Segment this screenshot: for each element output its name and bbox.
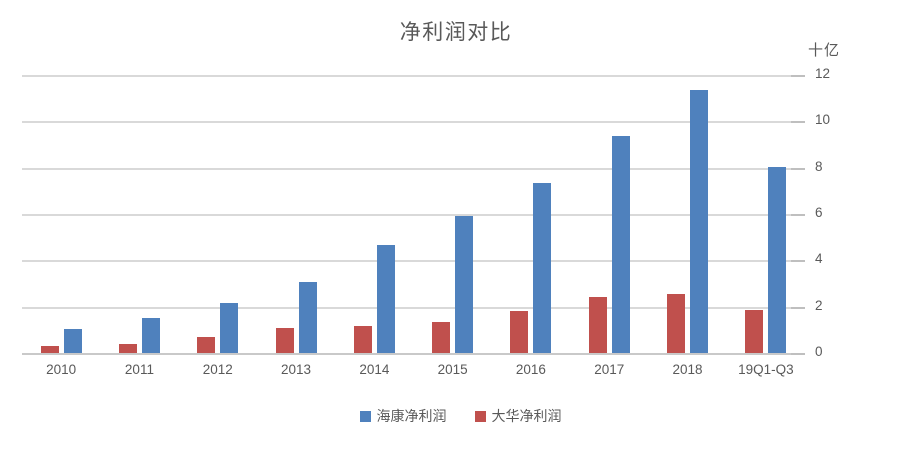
x-axis-label: 2010: [46, 362, 77, 377]
bar-haikang-2015: [455, 216, 474, 353]
bar-dahua-2016: [510, 311, 529, 353]
legend-item-dahua: 大华净利润: [474, 406, 562, 426]
haikang-legend-swatch: [359, 410, 371, 422]
bar-dahua-2011: [118, 343, 137, 353]
x-axis-label: 2013: [281, 362, 312, 377]
bar-dahua-2014: [353, 326, 372, 353]
y-tick-mark: [791, 121, 805, 124]
y-axis-label: 8: [815, 158, 823, 174]
x-axis-label: 2012: [202, 362, 233, 377]
y-axis-unit-label: 十亿: [808, 42, 841, 59]
y-tick-mark: [791, 214, 805, 216]
bar-haikang-2013: [298, 282, 317, 353]
bar-dahua-2017: [588, 297, 607, 353]
x-axis-label: 2015: [437, 362, 468, 377]
x-axis-label: 2018: [672, 362, 703, 377]
bar-dahua-2012: [197, 336, 216, 353]
gridline: [22, 260, 805, 263]
bar-haikang-2017: [611, 136, 630, 353]
bar-haikang-2016: [533, 182, 552, 353]
gridline: [22, 306, 805, 309]
bar-haikang-2014: [376, 245, 395, 353]
bar-dahua-2010: [40, 346, 59, 353]
y-axis-label: 0: [815, 344, 823, 359]
y-tick-mark: [791, 260, 805, 263]
x-axis-label: 19Q1-Q3: [738, 362, 794, 377]
bar-dahua-19q1-q3: [745, 310, 764, 353]
x-axis-label: 2017: [594, 362, 625, 377]
gridline: [22, 167, 805, 170]
bar-dahua-2018: [667, 293, 686, 353]
x-axis-label: 2011: [124, 362, 154, 377]
y-axis-label: 4: [815, 251, 823, 267]
bar-dahua-2013: [275, 327, 294, 353]
bar-dahua-2015: [432, 321, 451, 353]
x-axis-label: 2016: [515, 362, 546, 377]
bar-haikang-19q1-q3: [768, 166, 787, 353]
y-axis-label: 2: [815, 297, 823, 313]
gridline: [22, 121, 805, 124]
bar-haikang-2012: [220, 303, 239, 353]
y-tick-mark: [791, 353, 805, 355]
legend-label-dahua: 大华净利润: [491, 408, 562, 424]
bar-haikang-2011: [141, 318, 160, 353]
gridline: [22, 214, 805, 216]
y-axis-label: 6: [815, 205, 823, 220]
bar-haikang-2010: [63, 328, 82, 353]
y-tick-mark: [791, 167, 805, 170]
y-tick-mark: [791, 306, 805, 309]
x-axis-line: [22, 353, 805, 355]
plot-area: [22, 75, 805, 355]
dahua-legend-swatch: [474, 410, 486, 422]
y-axis: 0 2 4 6 8 10 12: [813, 66, 853, 359]
legend-label-haikang: 海康净利润: [376, 408, 447, 424]
bar-haikang-2018: [690, 90, 709, 353]
y-axis-label: 10: [815, 112, 831, 128]
chart-title: 净利润对比: [399, 21, 513, 44]
x-axis-label: 2014: [359, 362, 390, 377]
x-axis: 2010 2011 2012 2013 2014 2015 2016 2017 2018 19Q1…: [22, 362, 805, 384]
y-tick-mark: [791, 75, 805, 77]
gridline: [22, 75, 805, 77]
legend: 海康净利润 大华净利润: [0, 405, 921, 427]
y-axis-label: 12: [815, 66, 831, 81]
legend-item-haikang: 海康净利润: [359, 406, 447, 426]
